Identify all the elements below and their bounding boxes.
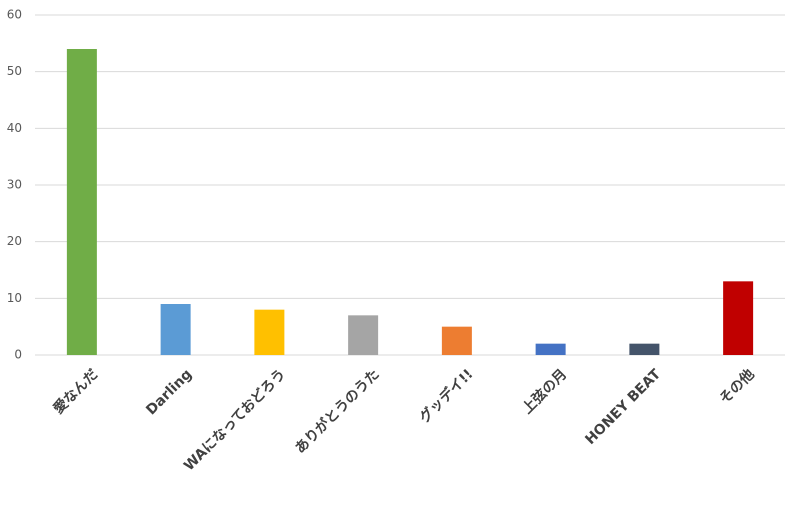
x-tick-label: 愛なんだ: [50, 366, 102, 418]
y-tick-label: 60: [7, 8, 22, 22]
bar: [629, 343, 660, 355]
y-tick-label: 10: [7, 291, 22, 305]
y-tick-label: 0: [14, 348, 22, 362]
bar: [535, 343, 566, 355]
x-tick-label: WAになっておどろう: [181, 366, 289, 474]
x-tick-label: 上弦の月: [519, 366, 571, 418]
x-tick-label: その他: [716, 366, 758, 408]
y-tick-label: 50: [7, 64, 22, 78]
bar: [66, 49, 97, 355]
bar: [160, 304, 191, 355]
x-tick-label: グッデイ!!: [416, 366, 477, 427]
bar: [348, 315, 379, 355]
x-tick-label: Darling: [143, 366, 195, 418]
x-tick-label: ありがとうのうた: [292, 366, 383, 457]
y-tick-label: 40: [7, 121, 22, 135]
bar: [441, 326, 472, 355]
x-tick-label: HONEY BEAT: [582, 366, 664, 448]
y-tick-label: 30: [7, 178, 22, 192]
y-tick-label: 20: [7, 234, 22, 248]
bar: [254, 309, 285, 355]
bar: [723, 281, 754, 355]
